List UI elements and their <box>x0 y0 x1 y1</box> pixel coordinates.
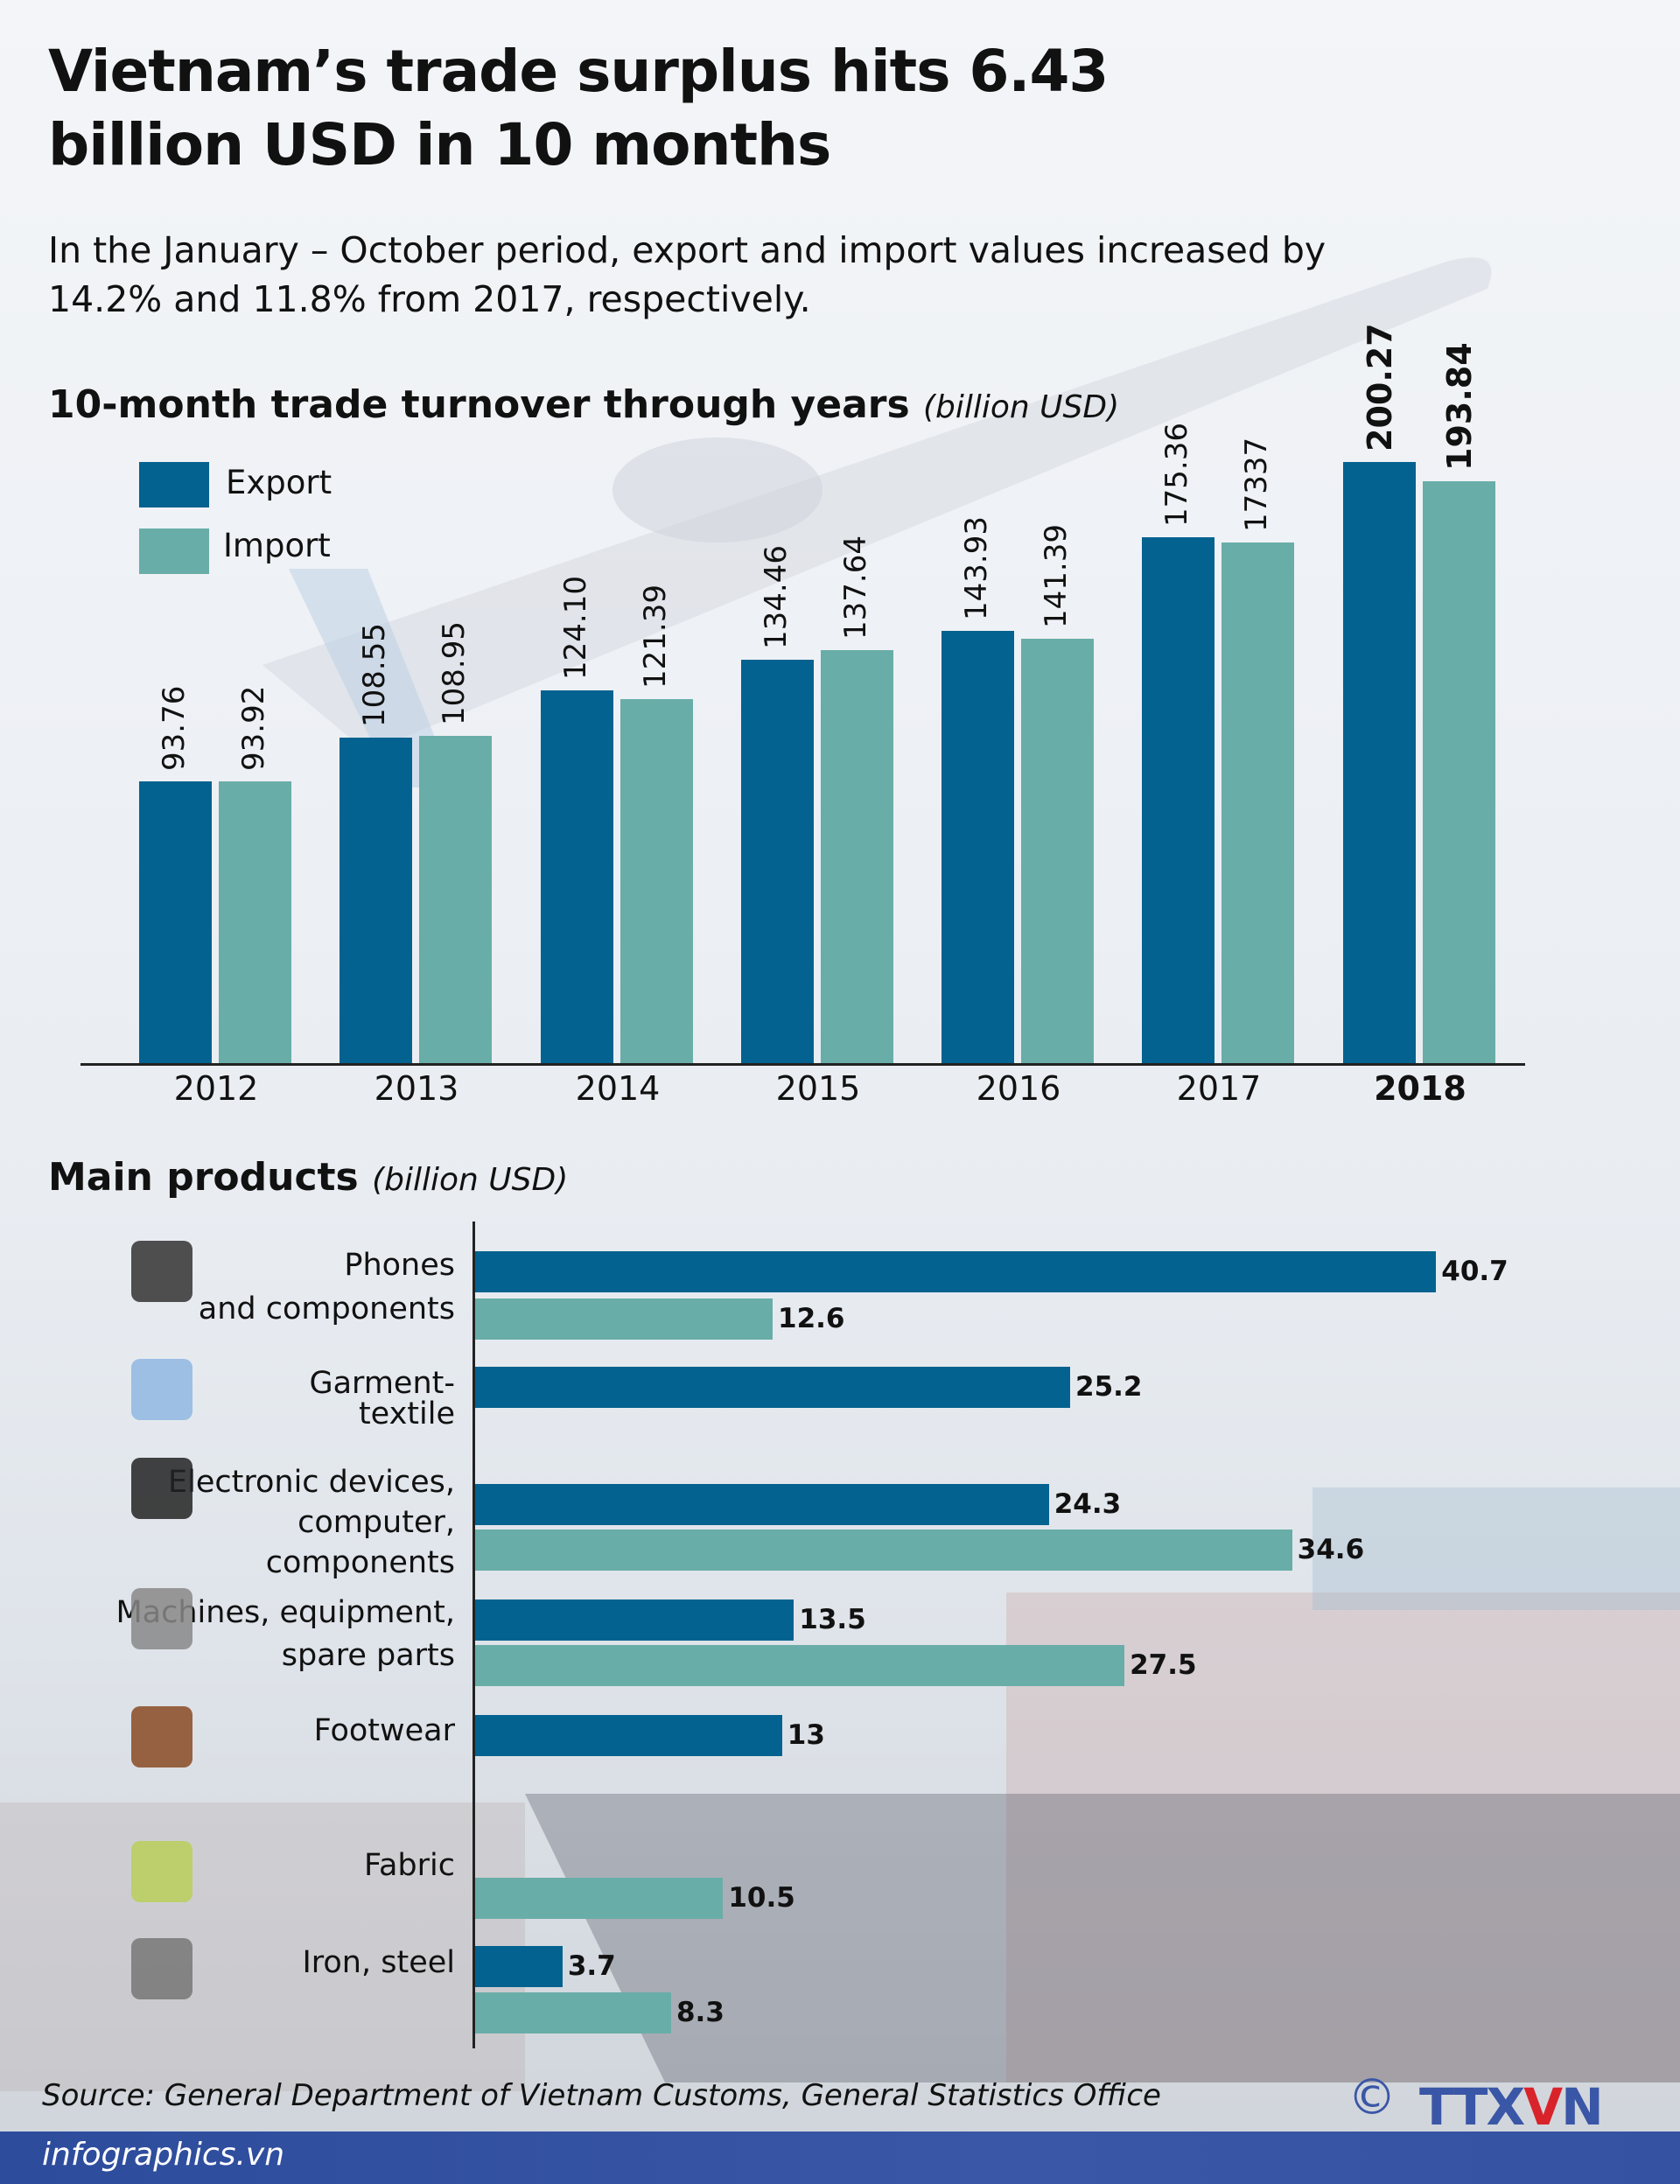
value-label-export-footwear: 13 <box>787 1719 825 1751</box>
value-label-import-2016: 141.39 <box>1039 524 1074 629</box>
value-label-export-iron-steel: 3.7 <box>567 1950 616 1982</box>
chart-title-turnover: 10-month trade turnover through years (b… <box>48 382 1120 427</box>
value-label-export-garment-textile: 25.2 <box>1075 1371 1143 1403</box>
year-label-2018: 2018 <box>1374 1069 1466 1108</box>
legend-export-label: Export <box>226 464 332 501</box>
bar-import-machines-equipment-spare-parts <box>475 1645 1125 1686</box>
bar-export-2013 <box>340 737 412 1063</box>
bar-export-electronic-devices-computer-components <box>475 1484 1049 1525</box>
bar-import-2017 <box>1222 542 1294 1063</box>
bar-import-2014 <box>620 698 693 1063</box>
value-label-import-2013: 108.95 <box>437 621 472 726</box>
value-label-export-machines-equipment-spare-parts: 13.5 <box>799 1604 866 1635</box>
copyright-icon: © <box>1348 2069 1396 2126</box>
value-label-import-iron-steel: 8.3 <box>676 1997 724 2028</box>
site-link[interactable]: infographics.vn <box>42 2137 285 2173</box>
bar-export-iron-steel <box>475 1946 563 1987</box>
value-label-export-2018: 200.27 <box>1361 323 1399 452</box>
bar-import-phones-and-components <box>475 1298 773 1340</box>
bar-import-electronic-devices-computer-components <box>475 1530 1292 1571</box>
bar-import-2013 <box>419 736 492 1063</box>
bar-export-2012 <box>139 781 212 1063</box>
chart-title-products: Main products (billion USD) <box>48 1155 569 1200</box>
value-label-import-2014: 121.39 <box>638 584 673 689</box>
legend-import-label: Import <box>223 527 331 564</box>
value-label-export-phones-and-components: 40.7 <box>1441 1256 1508 1287</box>
bar-export-garment-textile <box>475 1367 1070 1408</box>
year-label-2017: 2017 <box>1176 1069 1262 1108</box>
phone-icon <box>131 1241 192 1302</box>
bar-export-2018 <box>1343 462 1416 1063</box>
gear-icon <box>131 1588 192 1649</box>
fabric-icon <box>131 1841 192 1902</box>
product-label-electronic-devices-computer-components: Electronic devices, <box>168 1465 455 1500</box>
bar-export-phones-and-components <box>475 1251 1437 1292</box>
bar-import-fabric <box>475 1878 724 1919</box>
value-label-export-2017: 175.36 <box>1159 422 1194 527</box>
bar-import-iron-steel <box>475 1992 671 2034</box>
product-label-iron-steel: Iron, steel <box>302 1945 455 1980</box>
product-label-footwear: Footwear <box>313 1713 455 1748</box>
y-axis-line <box>472 1222 475 2048</box>
value-label-export-2016: 143.93 <box>959 516 994 621</box>
value-label-import-2018: 193.84 <box>1440 342 1479 472</box>
value-label-import-machines-equipment-spare-parts: 27.5 <box>1130 1649 1197 1681</box>
product-label-phones-and-components: Phones <box>344 1248 455 1283</box>
bar-export-footwear <box>475 1715 782 1756</box>
bar-export-2016 <box>942 631 1014 1063</box>
product-label-garment-textile: textile <box>358 1396 455 1432</box>
bar-export-2015 <box>741 659 814 1063</box>
year-label-2012: 2012 <box>173 1069 259 1108</box>
product-label-machines-equipment-spare-parts: spare parts <box>281 1638 455 1673</box>
bar-import-2018 <box>1423 481 1495 1063</box>
value-label-export-2012: 93.76 <box>157 686 192 772</box>
bar-export-2014 <box>541 690 613 1063</box>
value-label-import-2012: 93.92 <box>236 685 271 771</box>
product-label-electronic-devices-computer-components: components <box>265 1545 455 1580</box>
value-label-import-2017: 17337 <box>1239 438 1274 533</box>
bar-import-2015 <box>821 649 893 1063</box>
value-label-import-fabric: 10.5 <box>728 1882 795 1914</box>
value-label-export-2013: 108.55 <box>357 622 392 727</box>
value-label-export-2014: 124.10 <box>558 576 593 681</box>
value-label-import-electronic-devices-computer-components: 34.6 <box>1297 1534 1365 1565</box>
product-label-electronic-devices-computer-components: computer, <box>298 1505 455 1540</box>
bar-import-2016 <box>1021 639 1094 1063</box>
shoe-icon <box>131 1706 192 1768</box>
subtitle: In the January – October period, export … <box>48 229 1326 320</box>
page-title: Vietnam’s trade surplus hits 6.43 billion… <box>48 38 1109 178</box>
value-label-export-electronic-devices-computer-components: 24.3 <box>1054 1488 1122 1520</box>
bar-export-machines-equipment-spare-parts <box>475 1600 794 1641</box>
bar-export-2017 <box>1142 536 1214 1063</box>
x-axis-line <box>80 1063 1525 1066</box>
year-label-2015: 2015 <box>775 1069 861 1108</box>
legend-export-swatch <box>139 462 209 508</box>
shirt-icon <box>131 1359 192 1420</box>
bar-import-2012 <box>219 780 291 1063</box>
legend-import-swatch <box>139 528 209 574</box>
value-label-export-2015: 134.46 <box>759 544 794 649</box>
year-label-2013: 2013 <box>374 1069 459 1108</box>
steel-pipe-icon <box>131 1938 192 1999</box>
value-label-import-phones-and-components: 12.6 <box>778 1303 845 1334</box>
footer-bar: infographics.vn <box>0 2132 1680 2184</box>
product-label-garment-textile: Garment- <box>309 1366 455 1401</box>
product-label-fabric: Fabric <box>364 1848 455 1883</box>
computer-icon <box>131 1458 192 1519</box>
year-label-2014: 2014 <box>575 1069 661 1108</box>
source-note: Source: General Department of Vietnam Cu… <box>42 2078 1161 2113</box>
year-label-2016: 2016 <box>976 1069 1061 1108</box>
value-label-import-2015: 137.64 <box>838 535 873 640</box>
product-label-phones-and-components: and components <box>198 1292 455 1326</box>
